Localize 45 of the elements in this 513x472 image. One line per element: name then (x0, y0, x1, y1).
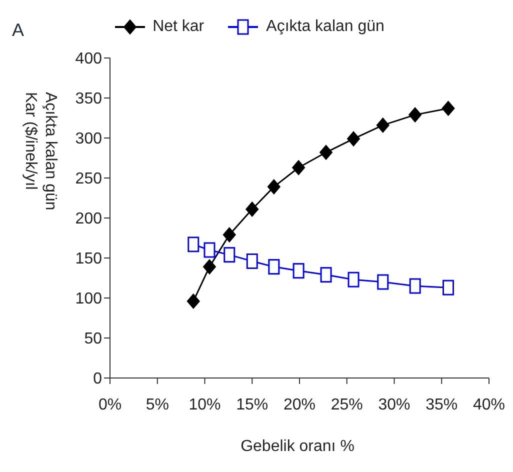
y-tick-label: 350 (75, 90, 102, 108)
x-axis-title: Gebelik oranı % (240, 438, 356, 456)
x-tick-label: 5% (146, 396, 169, 414)
point (268, 259, 280, 275)
x-tick-label: 30% (378, 396, 410, 414)
y-tick-label: 300 (75, 130, 102, 148)
point (188, 236, 200, 252)
point (320, 267, 332, 283)
point (267, 179, 280, 194)
point (246, 202, 259, 217)
x-tick-label: 10% (188, 396, 221, 414)
point (376, 118, 390, 133)
y-tick-label: 200 (75, 210, 102, 228)
point (347, 131, 360, 146)
x-tick-label: 40% (472, 396, 506, 414)
y-tick-label: 150 (75, 250, 102, 268)
y-axis-title: Açıkta kalan gün Kar ($/inek/yıl (22, 92, 59, 210)
y-tick-label: 50 (84, 330, 102, 348)
point (204, 242, 216, 258)
point (442, 100, 455, 116)
y-tick-label: 100 (75, 290, 102, 308)
legend-label: Net kar (152, 18, 204, 36)
y-tick-label: 250 (75, 170, 102, 188)
y-tick-label: 400 (75, 50, 102, 68)
legend-label: Açıkta kalan gün (265, 18, 384, 36)
point (442, 280, 454, 296)
point (292, 263, 304, 279)
x-tick-label: 35% (426, 396, 458, 414)
point (348, 272, 360, 288)
x-tick-label: 15% (236, 396, 268, 414)
chart-title: A (12, 20, 24, 41)
x-tick-label: 20% (283, 396, 316, 414)
point (186, 294, 200, 309)
point (246, 253, 258, 269)
point (409, 278, 421, 294)
point (224, 247, 236, 263)
point (222, 227, 236, 242)
point (408, 107, 422, 122)
point (377, 274, 389, 290)
y-tick-label: 0 (93, 370, 102, 388)
point (320, 144, 333, 160)
x-tick-label: 25% (330, 396, 363, 414)
x-tick-label: 0% (98, 396, 122, 414)
point (202, 259, 216, 274)
point (292, 160, 306, 176)
